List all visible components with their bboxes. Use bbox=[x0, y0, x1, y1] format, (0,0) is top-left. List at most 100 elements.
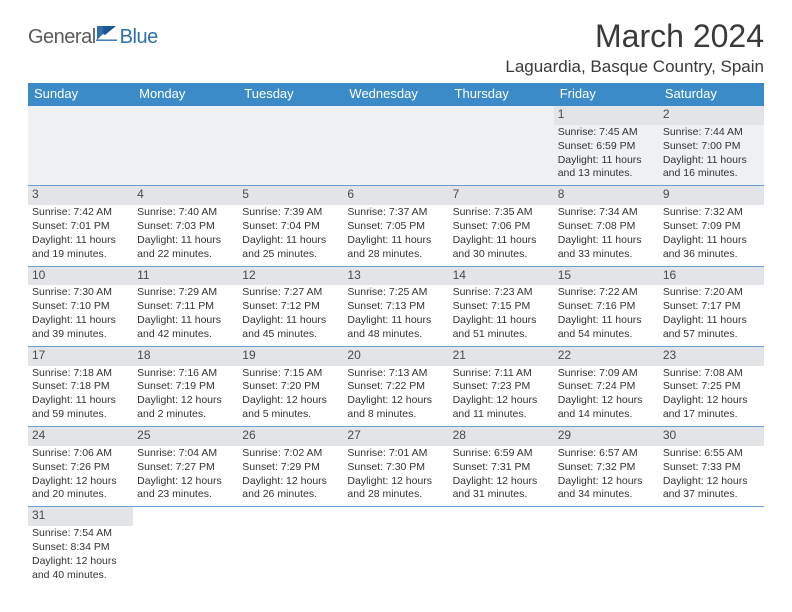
day-number: 2 bbox=[659, 106, 764, 125]
day-details: Sunrise: 7:37 AMSunset: 7:05 PMDaylight:… bbox=[347, 206, 444, 261]
day-number: 14 bbox=[449, 267, 554, 286]
calendar-cell bbox=[449, 106, 554, 186]
day-number: 27 bbox=[343, 427, 448, 446]
day-header: Friday bbox=[554, 83, 659, 106]
logo-word-2: Blue bbox=[120, 26, 158, 49]
calendar-cell: 11Sunrise: 7:29 AMSunset: 7:11 PMDayligh… bbox=[133, 266, 238, 346]
day-number: 15 bbox=[554, 267, 659, 286]
day-details: Sunrise: 7:01 AMSunset: 7:30 PMDaylight:… bbox=[347, 447, 444, 502]
day-details: Sunrise: 7:06 AMSunset: 7:26 PMDaylight:… bbox=[32, 447, 129, 502]
calendar-cell: 25Sunrise: 7:04 AMSunset: 7:27 PMDayligh… bbox=[133, 427, 238, 507]
calendar-cell bbox=[343, 106, 448, 186]
day-number: 9 bbox=[659, 186, 764, 205]
day-details: Sunrise: 7:08 AMSunset: 7:25 PMDaylight:… bbox=[663, 367, 760, 422]
day-details: Sunrise: 6:59 AMSunset: 7:31 PMDaylight:… bbox=[453, 447, 550, 502]
calendar-cell bbox=[554, 507, 659, 587]
calendar-cell: 10Sunrise: 7:30 AMSunset: 7:10 PMDayligh… bbox=[28, 266, 133, 346]
day-number: 5 bbox=[238, 186, 343, 205]
day-number: 10 bbox=[28, 267, 133, 286]
calendar-cell: 15Sunrise: 7:22 AMSunset: 7:16 PMDayligh… bbox=[554, 266, 659, 346]
calendar-row: 10Sunrise: 7:30 AMSunset: 7:10 PMDayligh… bbox=[28, 266, 764, 346]
logo: General Blue bbox=[28, 24, 158, 50]
day-number: 28 bbox=[449, 427, 554, 446]
day-number: 8 bbox=[554, 186, 659, 205]
calendar-cell: 3Sunrise: 7:42 AMSunset: 7:01 PMDaylight… bbox=[28, 186, 133, 266]
calendar-cell: 21Sunrise: 7:11 AMSunset: 7:23 PMDayligh… bbox=[449, 346, 554, 426]
calendar-row: 17Sunrise: 7:18 AMSunset: 7:18 PMDayligh… bbox=[28, 346, 764, 426]
day-details: Sunrise: 7:16 AMSunset: 7:19 PMDaylight:… bbox=[137, 367, 234, 422]
day-header: Monday bbox=[133, 83, 238, 106]
calendar-row: 3Sunrise: 7:42 AMSunset: 7:01 PMDaylight… bbox=[28, 186, 764, 266]
day-details: Sunrise: 7:04 AMSunset: 7:27 PMDaylight:… bbox=[137, 447, 234, 502]
day-number: 21 bbox=[449, 347, 554, 366]
calendar-table: SundayMondayTuesdayWednesdayThursdayFrid… bbox=[28, 83, 764, 587]
day-header: Thursday bbox=[449, 83, 554, 106]
day-number: 13 bbox=[343, 267, 448, 286]
day-details: Sunrise: 7:27 AMSunset: 7:12 PMDaylight:… bbox=[242, 286, 339, 341]
calendar-cell: 26Sunrise: 7:02 AMSunset: 7:29 PMDayligh… bbox=[238, 427, 343, 507]
day-details: Sunrise: 7:32 AMSunset: 7:09 PMDaylight:… bbox=[663, 206, 760, 261]
calendar-cell: 7Sunrise: 7:35 AMSunset: 7:06 PMDaylight… bbox=[449, 186, 554, 266]
day-details: Sunrise: 7:20 AMSunset: 7:17 PMDaylight:… bbox=[663, 286, 760, 341]
day-details: Sunrise: 7:54 AMSunset: 8:34 PMDaylight:… bbox=[32, 527, 129, 582]
day-number: 26 bbox=[238, 427, 343, 446]
calendar-cell bbox=[343, 507, 448, 587]
day-details: Sunrise: 7:25 AMSunset: 7:13 PMDaylight:… bbox=[347, 286, 444, 341]
calendar-cell bbox=[238, 507, 343, 587]
day-number: 12 bbox=[238, 267, 343, 286]
day-details: Sunrise: 7:39 AMSunset: 7:04 PMDaylight:… bbox=[242, 206, 339, 261]
day-details: Sunrise: 7:45 AMSunset: 6:59 PMDaylight:… bbox=[558, 126, 655, 181]
day-header: Wednesday bbox=[343, 83, 448, 106]
day-details: Sunrise: 7:30 AMSunset: 7:10 PMDaylight:… bbox=[32, 286, 129, 341]
calendar-row: 31Sunrise: 7:54 AMSunset: 8:34 PMDayligh… bbox=[28, 507, 764, 587]
day-details: Sunrise: 6:55 AMSunset: 7:33 PMDaylight:… bbox=[663, 447, 760, 502]
logo-word-1: General bbox=[28, 26, 96, 49]
calendar-cell: 8Sunrise: 7:34 AMSunset: 7:08 PMDaylight… bbox=[554, 186, 659, 266]
calendar-cell bbox=[133, 507, 238, 587]
calendar-cell bbox=[28, 106, 133, 186]
day-number: 18 bbox=[133, 347, 238, 366]
day-number: 17 bbox=[28, 347, 133, 366]
calendar-cell: 2Sunrise: 7:44 AMSunset: 7:00 PMDaylight… bbox=[659, 106, 764, 186]
day-number: 1 bbox=[554, 106, 659, 125]
day-number: 7 bbox=[449, 186, 554, 205]
calendar-cell: 1Sunrise: 7:45 AMSunset: 6:59 PMDaylight… bbox=[554, 106, 659, 186]
title-block: March 2024 Laguardia, Basque Country, Sp… bbox=[505, 18, 764, 77]
page-title: March 2024 bbox=[505, 18, 764, 55]
calendar-cell: 4Sunrise: 7:40 AMSunset: 7:03 PMDaylight… bbox=[133, 186, 238, 266]
day-number: 30 bbox=[659, 427, 764, 446]
day-number: 11 bbox=[133, 267, 238, 286]
calendar-cell: 24Sunrise: 7:06 AMSunset: 7:26 PMDayligh… bbox=[28, 427, 133, 507]
day-details: Sunrise: 7:09 AMSunset: 7:24 PMDaylight:… bbox=[558, 367, 655, 422]
calendar-cell: 18Sunrise: 7:16 AMSunset: 7:19 PMDayligh… bbox=[133, 346, 238, 426]
calendar-cell bbox=[449, 507, 554, 587]
day-details: Sunrise: 7:35 AMSunset: 7:06 PMDaylight:… bbox=[453, 206, 550, 261]
calendar-cell: 17Sunrise: 7:18 AMSunset: 7:18 PMDayligh… bbox=[28, 346, 133, 426]
calendar-cell: 5Sunrise: 7:39 AMSunset: 7:04 PMDaylight… bbox=[238, 186, 343, 266]
day-number: 24 bbox=[28, 427, 133, 446]
day-details: Sunrise: 7:15 AMSunset: 7:20 PMDaylight:… bbox=[242, 367, 339, 422]
calendar-cell: 30Sunrise: 6:55 AMSunset: 7:33 PMDayligh… bbox=[659, 427, 764, 507]
calendar-cell: 6Sunrise: 7:37 AMSunset: 7:05 PMDaylight… bbox=[343, 186, 448, 266]
day-number: 3 bbox=[28, 186, 133, 205]
calendar-cell bbox=[238, 106, 343, 186]
day-number: 20 bbox=[343, 347, 448, 366]
calendar-cell: 29Sunrise: 6:57 AMSunset: 7:32 PMDayligh… bbox=[554, 427, 659, 507]
logo-flag-icon bbox=[96, 24, 118, 42]
day-details: Sunrise: 7:29 AMSunset: 7:11 PMDaylight:… bbox=[137, 286, 234, 341]
day-details: Sunrise: 7:40 AMSunset: 7:03 PMDaylight:… bbox=[137, 206, 234, 261]
calendar-body: 1Sunrise: 7:45 AMSunset: 6:59 PMDaylight… bbox=[28, 106, 764, 587]
day-number: 22 bbox=[554, 347, 659, 366]
day-details: Sunrise: 7:44 AMSunset: 7:00 PMDaylight:… bbox=[663, 126, 760, 181]
day-details: Sunrise: 7:22 AMSunset: 7:16 PMDaylight:… bbox=[558, 286, 655, 341]
calendar-cell: 28Sunrise: 6:59 AMSunset: 7:31 PMDayligh… bbox=[449, 427, 554, 507]
day-number: 25 bbox=[133, 427, 238, 446]
day-number: 31 bbox=[28, 507, 133, 526]
calendar-cell: 22Sunrise: 7:09 AMSunset: 7:24 PMDayligh… bbox=[554, 346, 659, 426]
calendar-row: 24Sunrise: 7:06 AMSunset: 7:26 PMDayligh… bbox=[28, 427, 764, 507]
day-details: Sunrise: 7:02 AMSunset: 7:29 PMDaylight:… bbox=[242, 447, 339, 502]
day-header: Tuesday bbox=[238, 83, 343, 106]
calendar-cell: 19Sunrise: 7:15 AMSunset: 7:20 PMDayligh… bbox=[238, 346, 343, 426]
calendar-cell: 14Sunrise: 7:23 AMSunset: 7:15 PMDayligh… bbox=[449, 266, 554, 346]
day-header: Sunday bbox=[28, 83, 133, 106]
